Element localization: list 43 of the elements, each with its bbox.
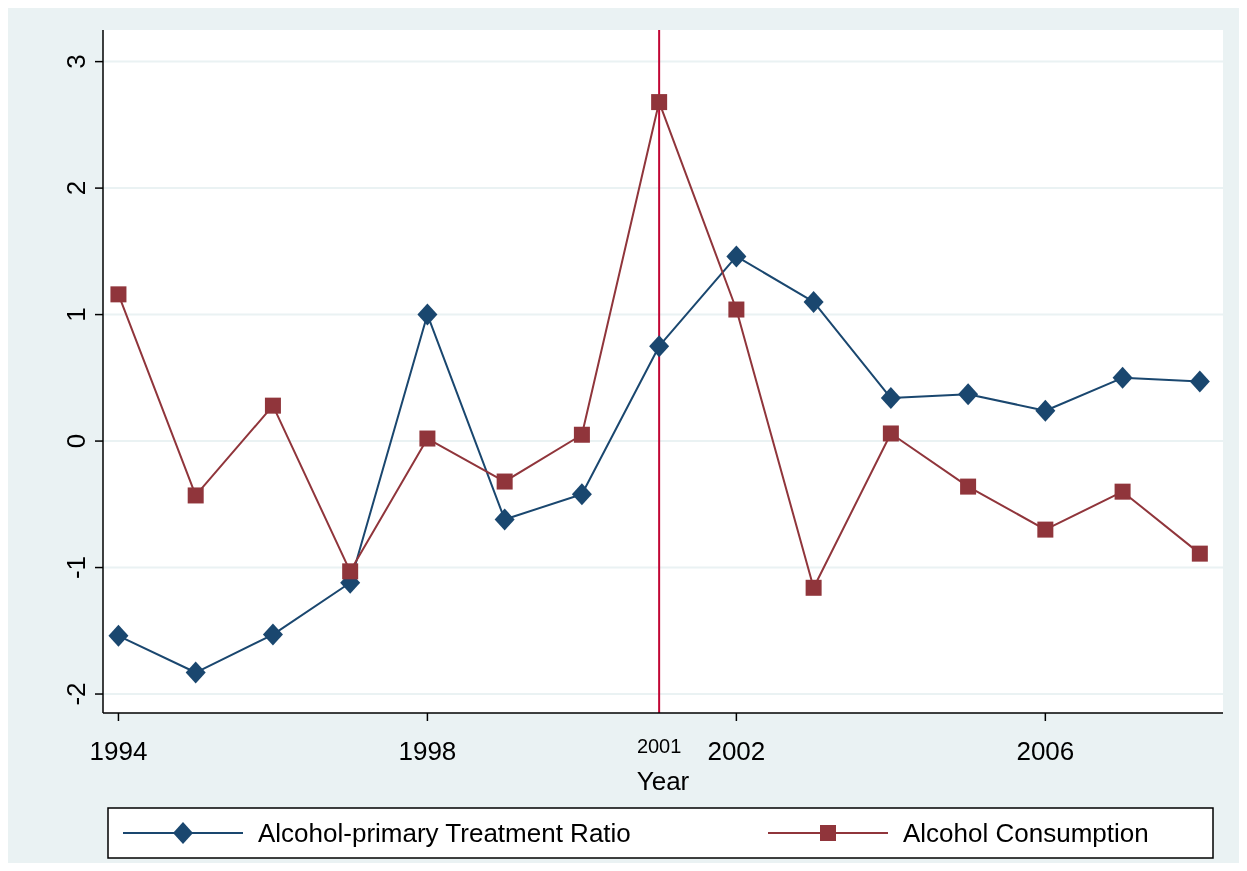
y-tick-label: -2 xyxy=(61,682,91,706)
x-tick-label: 2006 xyxy=(1016,736,1075,766)
point xyxy=(1114,483,1131,500)
point xyxy=(1112,366,1133,389)
point xyxy=(187,487,204,504)
point xyxy=(880,387,901,410)
point xyxy=(496,473,513,490)
point xyxy=(805,579,822,596)
x-tick-label: 1998 xyxy=(398,736,457,766)
y-tick-label: 0 xyxy=(61,433,91,449)
point xyxy=(185,661,206,684)
point xyxy=(419,430,436,447)
point xyxy=(1035,399,1056,422)
point xyxy=(342,563,359,580)
point xyxy=(573,426,590,443)
point xyxy=(1189,370,1210,393)
y-tick-label: 2 xyxy=(61,180,91,196)
point xyxy=(110,286,127,303)
y-tick-label: 1 xyxy=(61,307,91,322)
y-tick-label: 3 xyxy=(61,54,91,69)
point xyxy=(264,397,281,414)
ref-line-label: 2001 xyxy=(636,735,682,757)
point xyxy=(1037,521,1054,538)
point xyxy=(803,290,824,313)
point xyxy=(882,425,899,442)
point xyxy=(417,303,438,326)
point xyxy=(108,624,129,647)
point xyxy=(571,483,592,506)
point xyxy=(649,335,670,358)
point xyxy=(958,383,979,406)
point xyxy=(494,508,515,531)
legend-label: Alcohol-primary Treatment Ratio xyxy=(258,818,631,848)
y-tick-label: -1 xyxy=(61,555,91,580)
point xyxy=(651,94,668,111)
point xyxy=(1191,545,1208,562)
x-tick-label: 1994 xyxy=(89,736,148,766)
x-tick-label: 2002 xyxy=(707,736,766,766)
point xyxy=(726,245,747,268)
x-axis-title: Year xyxy=(636,766,690,796)
point xyxy=(728,301,745,318)
legend-label: Alcohol Consumption xyxy=(903,818,1149,848)
point xyxy=(960,478,977,495)
point xyxy=(262,623,283,646)
